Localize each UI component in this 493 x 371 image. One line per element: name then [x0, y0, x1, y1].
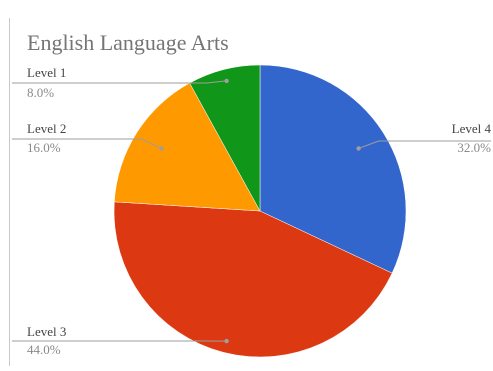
slice-value-level-1: 8.0% [27, 85, 54, 100]
leader-dot-level-2 [159, 146, 163, 150]
slice-label-level-2: Level 2 [27, 121, 66, 136]
leader-dot-level-4 [356, 146, 360, 150]
slice-label-level-4: Level 4 [452, 121, 492, 136]
pie-slices [114, 65, 406, 357]
leader-dot-level-3 [224, 339, 228, 343]
slice-value-level-4: 32.0% [457, 140, 491, 155]
slice-value-level-2: 16.0% [27, 140, 61, 155]
leader-dot-level-1 [224, 79, 228, 83]
slice-label-level-3: Level 3 [27, 324, 66, 339]
slice-label-level-1: Level 1 [27, 65, 66, 80]
chart-title: English Language Arts [27, 30, 229, 55]
left-axis-rule [9, 18, 10, 366]
slice-value-level-3: 44.0% [27, 342, 61, 357]
